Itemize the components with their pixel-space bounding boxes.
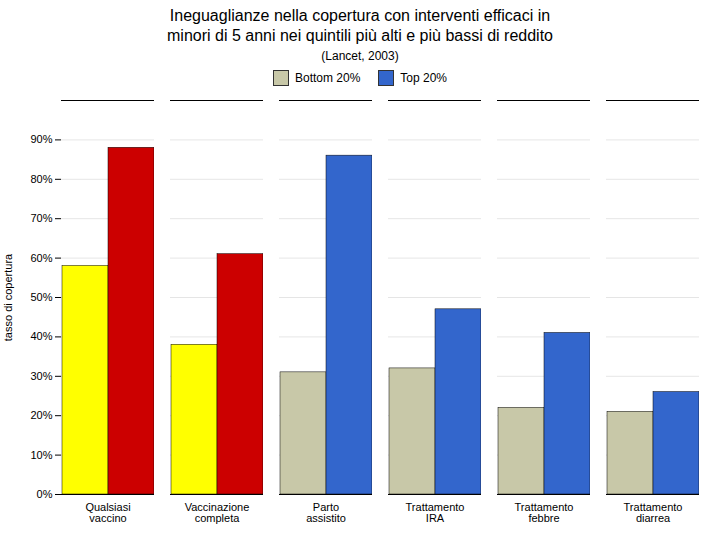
html-text:(Lancet, 2003): (Lancet, 2003) bbox=[321, 49, 399, 63]
svg-text:60%: 60% bbox=[30, 252, 52, 264]
html-text:Top 20%: Top 20% bbox=[400, 71, 447, 85]
svg-text:TrattamentoIRA: TrattamentoIRA bbox=[406, 501, 465, 524]
html-text:Ineguaglianze nella copertura: Ineguaglianze nella copertura con interv… bbox=[167, 7, 553, 44]
svg-text:50%: 50% bbox=[30, 291, 52, 303]
svg-text:Trattamentodiarrea: Trattamentodiarrea bbox=[624, 501, 683, 524]
svg-text:0%: 0% bbox=[37, 488, 53, 500]
svg-text:Vaccinazionecompleta: Vaccinazionecompleta bbox=[185, 501, 250, 524]
svg-text:Qualsiasivaccino: Qualsiasivaccino bbox=[85, 501, 130, 524]
svg-text:70%: 70% bbox=[30, 212, 52, 224]
html-text:Bottom 20%: Bottom 20% bbox=[295, 71, 361, 85]
svg-text:tasso di copertura: tasso di copertura bbox=[2, 253, 14, 341]
svg-text:80%: 80% bbox=[30, 173, 52, 185]
svg-text:20%: 20% bbox=[30, 409, 52, 421]
svg-text:Trattamentofebbre: Trattamentofebbre bbox=[515, 501, 574, 524]
svg-text:40%: 40% bbox=[30, 330, 52, 342]
svg-text:30%: 30% bbox=[30, 370, 52, 382]
svg-text:10%: 10% bbox=[30, 449, 52, 461]
svg-text:90%: 90% bbox=[30, 133, 52, 145]
svg-text:Partoassistito: Partoassistito bbox=[306, 501, 346, 524]
